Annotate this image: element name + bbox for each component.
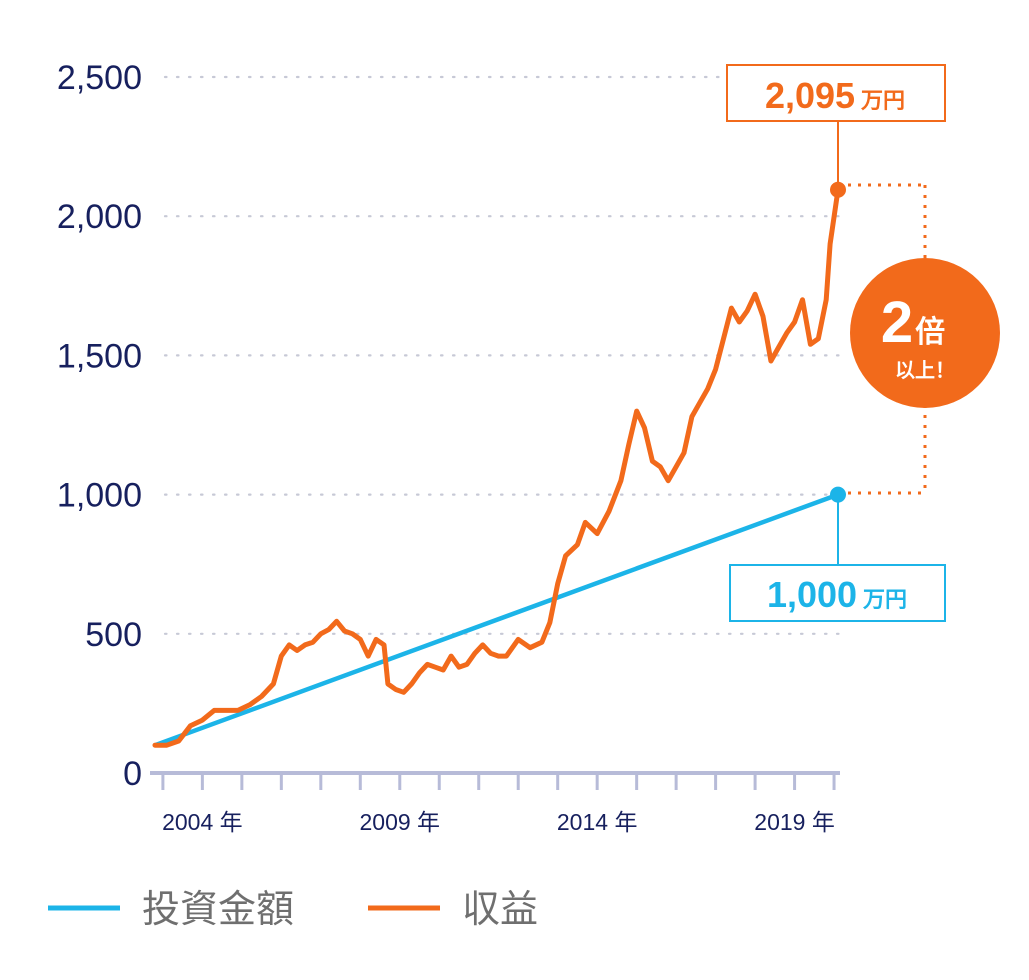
legend-label: 収益: [462, 889, 538, 931]
multiplier-badge: 2倍 以上！: [850, 258, 1000, 408]
legend-label: 投資金額: [142, 889, 294, 931]
profit-end-unit: 万円: [860, 88, 905, 113]
x-axis: 2004 年 2009 年 2014 年 2019 年: [150, 771, 840, 835]
y-tick-label: 0: [123, 755, 142, 793]
series-end-point: [830, 181, 846, 198]
x-tick-label: 2004 年: [162, 809, 243, 835]
badge-suffix: 倍: [915, 315, 945, 349]
profit-end-value: 2,095: [765, 75, 855, 116]
invest-end-value: 1,000: [767, 574, 857, 615]
y-axis-tick-labels: 0 500 1,000 1,500 2,000 2,500: [57, 59, 142, 793]
x-tick-label: 2019 年: [754, 809, 835, 835]
x-tick-label: 2009 年: [359, 809, 440, 835]
series-lines: [152, 121, 846, 748]
svg-text:2倍: 2倍: [881, 290, 945, 355]
annotations: 2,095 万円 1,000 万円 2倍 以上！: [726, 64, 1000, 622]
y-tick-label: 2,500: [57, 59, 142, 97]
y-tick-label: 1,000: [57, 477, 142, 515]
x-tick-label: 2014 年: [557, 809, 638, 835]
profit-end-label: 2,095 万円: [726, 64, 946, 122]
series-end-point: [830, 486, 846, 503]
legend: 投資金額 収益: [48, 889, 538, 931]
invest-end-label: 1,000 万円: [729, 564, 946, 622]
grid-lines: [163, 75, 842, 635]
series-line-profit: [152, 187, 841, 748]
badge-number: 2: [881, 290, 913, 355]
invest-end-unit: 万円: [862, 587, 907, 612]
series-line-invest: [152, 492, 841, 748]
y-tick-label: 2,000: [57, 198, 142, 236]
y-tick-label: 1,500: [57, 337, 142, 375]
badge-line2: 以上！: [895, 359, 955, 382]
y-tick-label: 500: [85, 616, 142, 654]
comparison-bracket: [848, 183, 927, 495]
